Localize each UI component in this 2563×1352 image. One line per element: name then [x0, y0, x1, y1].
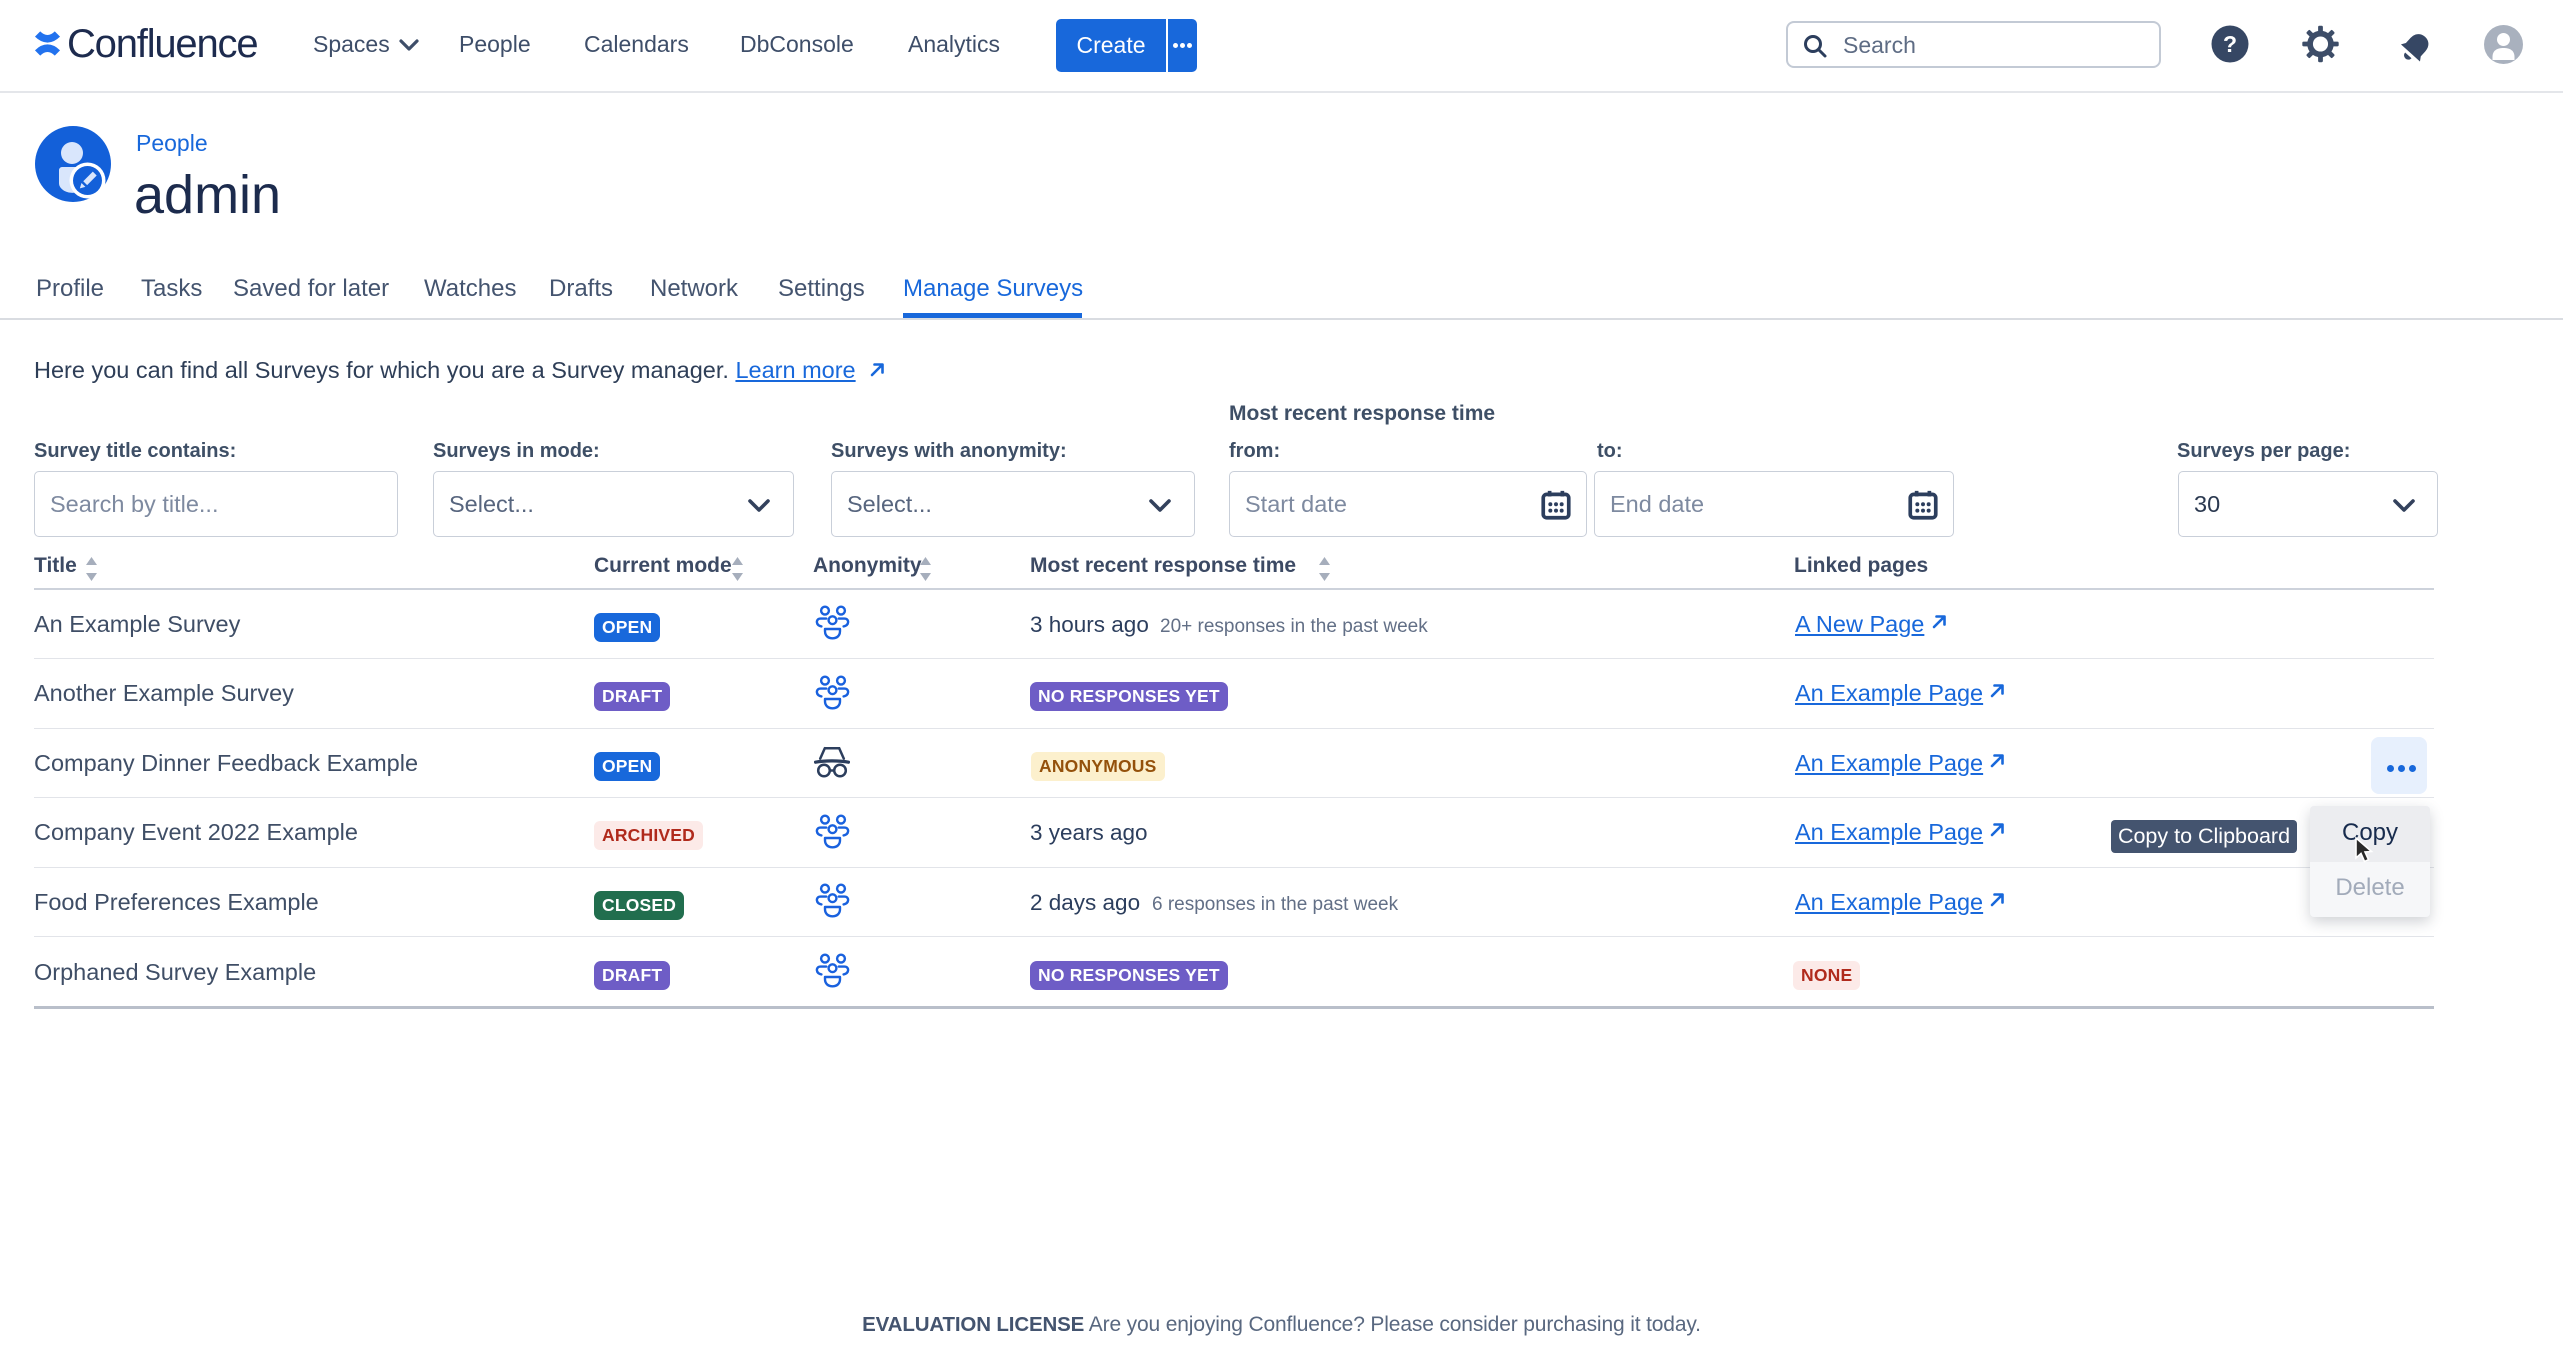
svg-text:?: ?	[2223, 31, 2237, 57]
